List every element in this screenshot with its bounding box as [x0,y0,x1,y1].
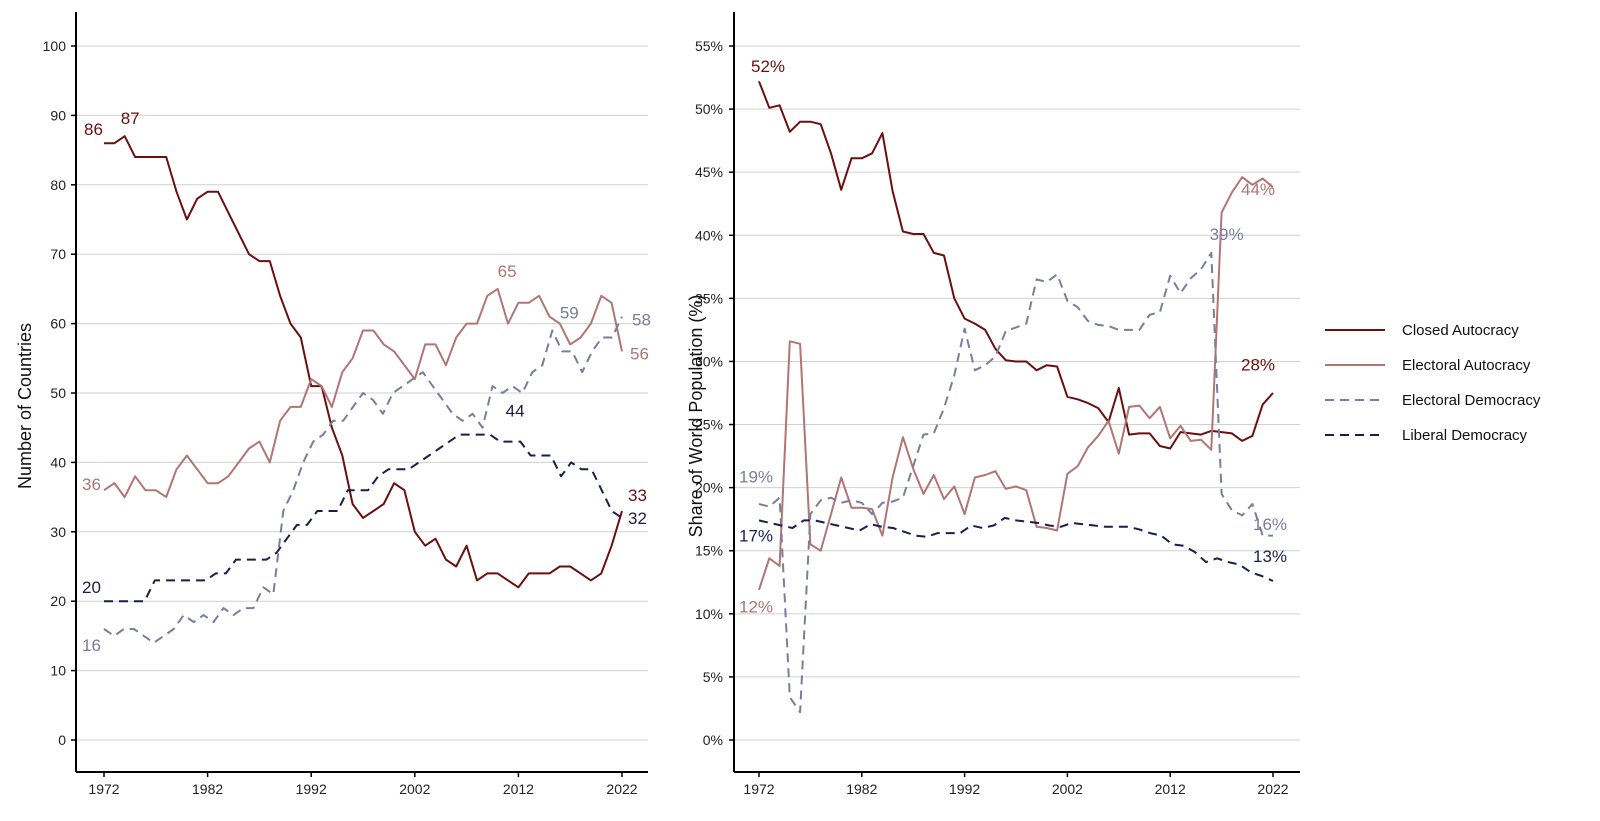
legend-label: Electoral Autocracy [1402,357,1531,374]
left-axes: 0 10 20 30 40 50 60 70 80 90 100 1972 1982 1992 2002 20… [43,12,648,797]
series-line-electoral-democracy [103,316,623,644]
annotation-label: 44% [1241,180,1275,199]
annotation-label: 33 [628,486,647,505]
y-tick-label: 0% [703,732,723,748]
y-tick-label: 15% [695,543,723,559]
series-line-closed-autocracy [758,80,1274,450]
right-axes: 0% 5% 10% 15% 20% 25% 30% 35% 40% 45% 50% 55% 1972 19… [695,12,1300,797]
y-tick-label: 10 [50,663,66,679]
x-tick-label: 1992 [296,781,327,797]
left-y-axis-title: Number of Countries [15,323,35,489]
y-tick-label: 25% [695,417,723,433]
y-tick-label: 20% [695,480,723,496]
y-tick-label: 60 [50,316,66,332]
annotation-label: 13% [1253,547,1287,566]
y-tick-label: 45% [695,164,723,180]
y-tick-label: 50% [695,101,723,117]
x-tick-label: 2022 [606,781,637,797]
x-tick-label: 2012 [503,781,534,797]
x-tick-label: 2002 [399,781,430,797]
right-series [758,80,1274,714]
annotation-label: 87 [121,109,140,128]
y-tick-label: 90 [50,107,66,123]
annotation-label: 16% [1253,515,1287,534]
series-line-liberal-democracy [758,516,1274,582]
x-tick-label: 1982 [846,781,877,797]
series-line-electoral-democracy [758,251,1273,714]
y-tick-label: 100 [43,38,67,54]
legend-label: Liberal Democracy [1402,427,1528,444]
x-tick-label: 2002 [1052,781,1083,797]
annotation-label: 32 [628,509,647,528]
y-tick-label: 30 [50,524,66,540]
x-tick-label: 1992 [949,781,980,797]
annotation-label: 52% [751,57,785,76]
annotation-label: 36 [82,475,101,494]
y-tick-label: 40 [50,454,66,470]
annotation-label: 17% [739,526,773,545]
x-tick-label: 1972 [743,781,774,797]
annotation-label: 44 [506,402,525,421]
right-y-axis-title: Share of World Population (%) [686,295,706,538]
y-tick-label: 10% [695,606,723,622]
annotation-label: 59 [560,304,579,323]
left-annotations: 86 87 65 59 58 56 44 36 33 32 20 16 [82,109,651,655]
annotation-label: 19% [739,467,773,486]
x-tick-label: 2022 [1257,781,1288,797]
y-tick-label: 30% [695,353,723,369]
y-tick-label: 0 [58,732,66,748]
annotation-label: 65 [498,262,517,281]
right-annotations: 52% 44% 39% 28% 19% 17% 16% 13% 12% [739,57,1287,617]
y-tick-label: 35% [695,290,723,306]
left-series [103,135,623,644]
y-tick-label: 5% [703,669,723,685]
annotation-label: 56 [630,344,649,363]
legend-label: Closed Autocracy [1402,322,1519,339]
annotation-label: 39% [1210,225,1244,244]
x-tick-label: 2012 [1155,781,1186,797]
left-chart-number-of-countries: 86 87 65 59 58 56 44 36 33 32 20 16 0 10 20 30 40 50 60 70… [15,12,651,797]
series-line-electoral-autocracy [103,287,623,499]
y-tick-label: 80 [50,177,66,193]
y-tick-label: 70 [50,246,66,262]
right-grid [734,45,1300,741]
series-line-closed-autocracy [104,135,623,589]
y-tick-label: 50 [50,385,66,401]
annotation-label: 16 [82,636,101,655]
y-tick-label: 40% [695,227,723,243]
series-line-liberal-democracy [104,433,623,603]
right-chart-share-of-population: 52% 44% 39% 28% 19% 17% 16% 13% 12% 0% 5% 10% 15% 20… [686,12,1300,797]
legend-label: Electoral Democracy [1402,392,1541,409]
x-tick-label: 1972 [88,781,119,797]
y-tick-label: 20 [50,593,66,609]
x-tick-label: 1982 [192,781,223,797]
annotation-label: 58 [632,310,651,329]
y-tick-label: 55% [695,38,723,54]
legend: Closed Autocracy Electoral Autocracy Elect… [1325,322,1541,444]
annotation-label: 20 [82,578,101,597]
annotation-label: 28% [1241,356,1275,375]
annotation-label: 12% [739,598,773,617]
annotation-label: 86 [84,120,103,139]
series-line-electoral-autocracy [758,176,1274,591]
